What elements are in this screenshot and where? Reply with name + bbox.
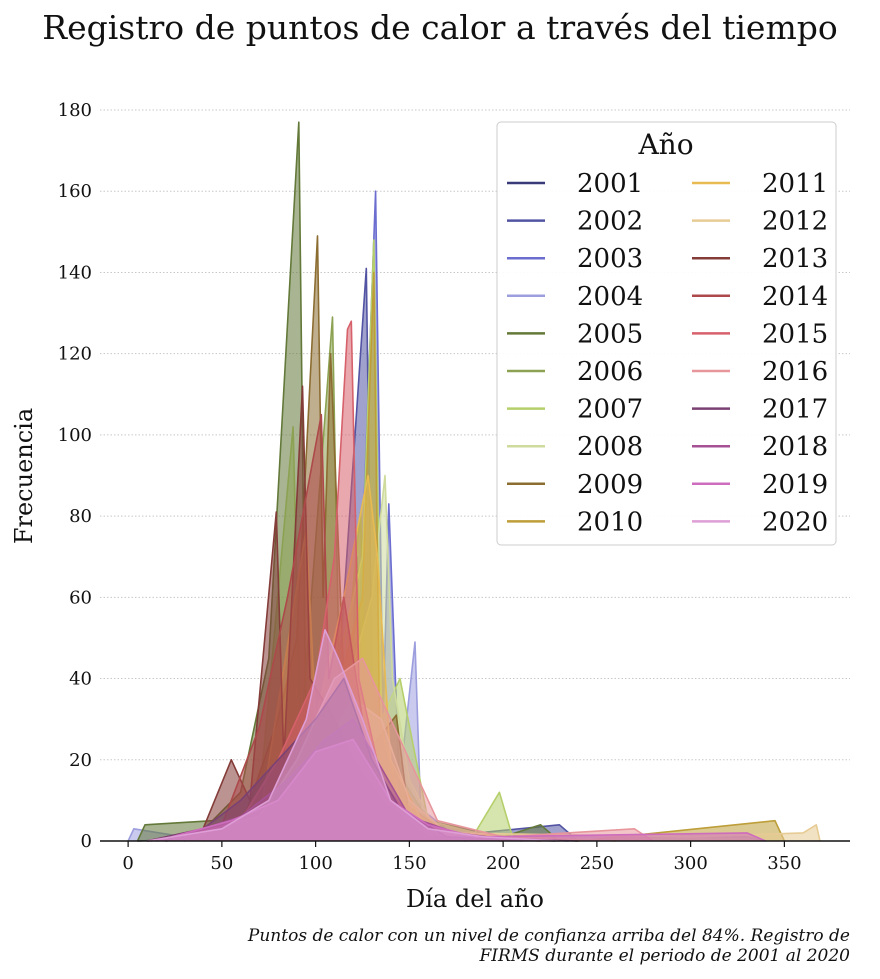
y-axis-label: Frecuencia bbox=[10, 408, 38, 544]
legend-label-2015: 2015 bbox=[762, 319, 828, 349]
legend-label-2013: 2013 bbox=[762, 244, 828, 274]
caption-line-2: FIRMS durante el periodo de 2001 al 2020 bbox=[479, 946, 850, 966]
x-tick-label: 250 bbox=[580, 853, 614, 874]
caption-line-1: Puntos de calor con un nivel de confianz… bbox=[247, 926, 850, 946]
axes: 0 20 40 60 80 100 120 140 160 180 0 50 100 150 200 250 3… bbox=[10, 100, 850, 913]
y-tick-label: 20 bbox=[69, 750, 92, 771]
legend-label-2018: 2018 bbox=[762, 432, 828, 462]
legend-label-2014: 2014 bbox=[762, 282, 828, 312]
y-tick-label: 0 bbox=[81, 831, 92, 852]
series-layer bbox=[127, 121, 821, 842]
y-tick-label: 60 bbox=[69, 587, 92, 608]
legend: Año 2001 2002 2003 2004 2005 2006 2007 2008 2009 2… bbox=[496, 121, 837, 546]
gridlines bbox=[100, 109, 850, 761]
x-tick-label: 200 bbox=[486, 853, 520, 874]
y-tick-label: 160 bbox=[58, 181, 92, 202]
legend-title: Año bbox=[637, 128, 693, 161]
legend-label-2002: 2002 bbox=[577, 207, 643, 237]
legend-label-2004: 2004 bbox=[577, 282, 643, 312]
x-tick-label: 50 bbox=[210, 853, 233, 874]
legend-label-2017: 2017 bbox=[762, 395, 828, 425]
legend-label-2010: 2010 bbox=[577, 507, 643, 537]
legend-label-2008: 2008 bbox=[577, 432, 643, 462]
x-tick-label: 0 bbox=[122, 853, 133, 874]
legend-label-2009: 2009 bbox=[577, 470, 643, 500]
legend-box bbox=[496, 121, 837, 546]
x-tick-label: 100 bbox=[298, 853, 332, 874]
legend-label-2016: 2016 bbox=[762, 357, 828, 387]
legend-label-2012: 2012 bbox=[762, 207, 828, 237]
legend-label-2005: 2005 bbox=[577, 319, 643, 349]
y-tick-label: 80 bbox=[69, 506, 92, 527]
series-line-2020 bbox=[146, 629, 560, 842]
x-tick-label: 300 bbox=[673, 853, 707, 874]
y-tick-label: 100 bbox=[58, 425, 92, 446]
y-tick-label: 180 bbox=[58, 100, 92, 121]
legend-label-2001: 2001 bbox=[577, 169, 643, 199]
x-tick-label: 350 bbox=[767, 853, 801, 874]
legend-label-2006: 2006 bbox=[577, 357, 643, 387]
legend-label-2011: 2011 bbox=[762, 169, 828, 199]
series-area-2014 bbox=[165, 414, 541, 841]
legend-label-2019: 2019 bbox=[762, 470, 828, 500]
y-tick-label: 140 bbox=[58, 262, 92, 283]
x-axis-label: Día del año bbox=[406, 885, 544, 913]
legend-label-2020: 2020 bbox=[762, 507, 828, 537]
chart-caption: Puntos de calor con un nivel de confianz… bbox=[248, 926, 850, 966]
series-area-2020 bbox=[146, 629, 560, 841]
chart-title: Registro de puntos de calor a través del… bbox=[42, 8, 838, 47]
y-tick-label: 120 bbox=[58, 344, 92, 365]
legend-label-2003: 2003 bbox=[577, 244, 643, 274]
legend-label-2007: 2007 bbox=[577, 395, 643, 425]
y-tick-label: 40 bbox=[69, 669, 92, 690]
x-tick-label: 150 bbox=[392, 853, 426, 874]
